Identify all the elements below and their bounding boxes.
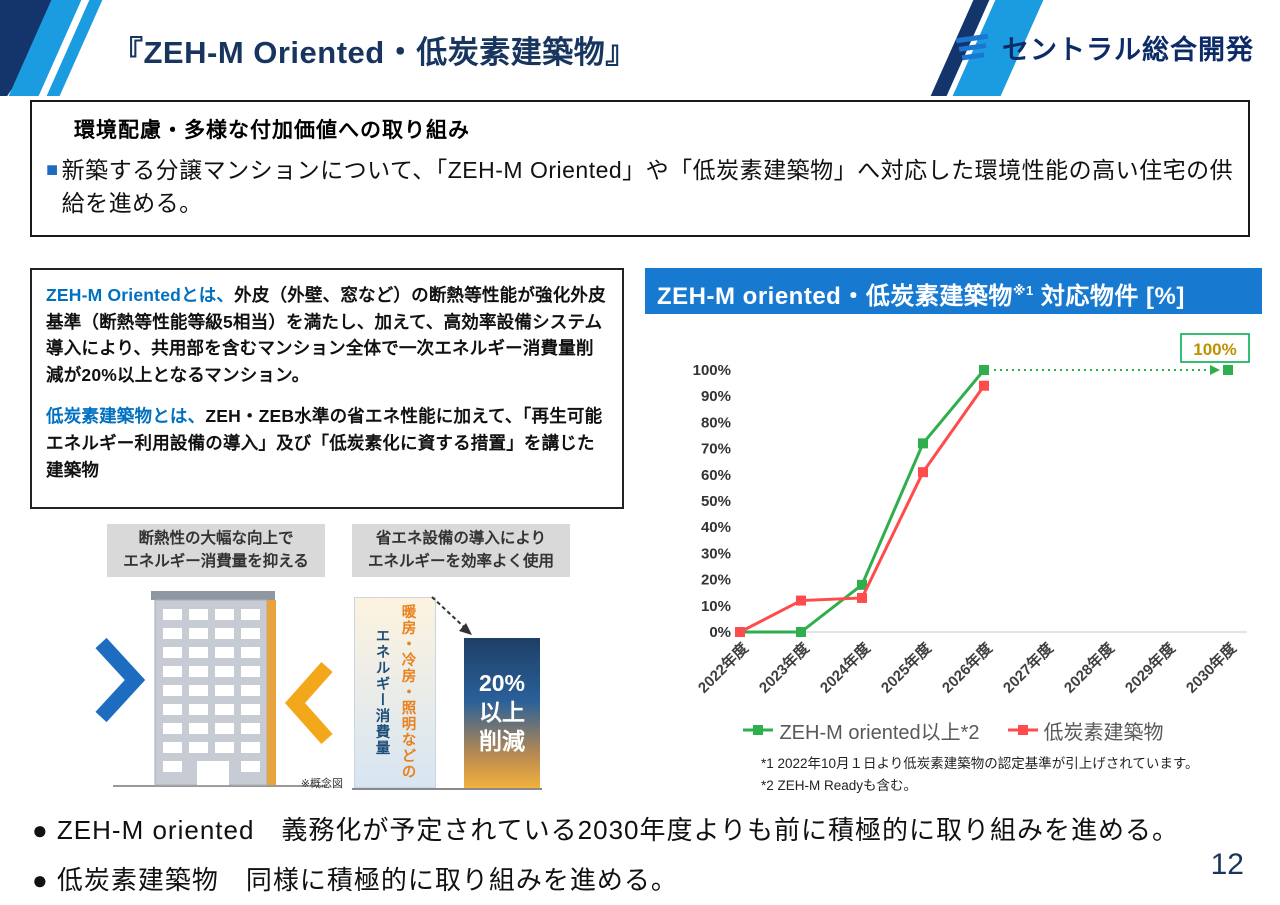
svg-text:20%: 20% bbox=[701, 572, 731, 589]
page-number: 12 bbox=[1210, 848, 1244, 881]
legend-marker-green-icon bbox=[743, 719, 774, 742]
concept-note: ※概念図 bbox=[300, 777, 343, 790]
line-chart: 0%10%20%30%40%50%60%70%80%90%100%2022年度 2… bbox=[693, 333, 1250, 697]
energy-bars: 暖房・冷房・照明などの エネルギー消費量 20% 以上 削減 bbox=[352, 585, 542, 803]
company-logo-icon bbox=[955, 33, 989, 60]
reduction-line: 20% bbox=[478, 670, 526, 697]
reduction-arrow-icon bbox=[431, 595, 472, 635]
svg-text:2025年度: 2025年度 bbox=[877, 638, 935, 696]
svg-text:70%: 70% bbox=[701, 441, 731, 458]
energy-consumption-bar: 暖房・冷房・照明などの エネルギー消費量 bbox=[354, 596, 436, 788]
legend-item-low-carbon: 低炭素建築物 bbox=[1007, 716, 1164, 745]
reduction-line: 削減 bbox=[479, 727, 525, 754]
conclusion-item: ● ZEH-M oriented 義務化が予定されている2030年度よりも前に積… bbox=[32, 815, 1179, 845]
conclusions: ● ZEH-M oriented 義務化が予定されている2030年度よりも前に積… bbox=[32, 810, 1179, 905]
chart-title-main: ZEH-M oriented・低炭素建築物 bbox=[657, 283, 1013, 310]
svg-text:2022年度: 2022年度 bbox=[694, 638, 752, 696]
svg-text:40%: 40% bbox=[701, 519, 731, 536]
svg-text:2027年度: 2027年度 bbox=[999, 638, 1057, 696]
svg-text:30%: 30% bbox=[701, 545, 731, 562]
legend-item-zehm: ZEH-M oriented以上*2 bbox=[743, 716, 980, 745]
svg-text:60%: 60% bbox=[701, 467, 731, 484]
baseline bbox=[352, 787, 542, 790]
building-canvas: ※概念図 bbox=[85, 585, 347, 803]
chart-footnotes: *1 2022年10月１日より低炭素建築物の認定基準が引上げされています。 *2… bbox=[645, 753, 1262, 798]
footnote-2: *2 ZEH-M Readyも含む。 bbox=[761, 778, 918, 794]
legend-label-low-carbon: 低炭素建築物 bbox=[1043, 722, 1164, 744]
chart-title-sup: ※1 bbox=[1012, 283, 1034, 298]
svg-text:0%: 0% bbox=[709, 624, 731, 641]
svg-text:90%: 90% bbox=[701, 388, 731, 405]
caption-line: 省エネ設備の導入により bbox=[375, 530, 547, 547]
reduction-bar: 20% 以上 削減 bbox=[464, 637, 540, 788]
svg-text:2029年度: 2029年度 bbox=[1121, 638, 1179, 696]
intro-box: 環境配慮・多様な付加価値への取り組み ■ 新築する分譲マンションについて、「ZE… bbox=[30, 100, 1250, 237]
chart-panel: ZEH-M oriented・低炭素建築物※1 対応物件 [%] 0% 10% 20… bbox=[645, 268, 1262, 798]
definition-low-carbon: 低炭素建築物とは、ZEH・ZEB水準の省エネ性能に加えて、「再生可能エネルギー利… bbox=[46, 403, 608, 483]
zehm-lead: ZEH-M Orientedとは、 bbox=[46, 285, 235, 305]
svg-text:2023年度: 2023年度 bbox=[755, 638, 813, 696]
svg-text:2030年度: 2030年度 bbox=[1182, 638, 1240, 696]
definition-zehm: ZEH-M Orientedとは、外皮（外壁、窓など）の断熱等性能が強化外皮基準… bbox=[46, 282, 608, 388]
legend-marker-red-icon bbox=[1007, 719, 1038, 742]
energy-bar-label: 暖房・冷房・照明などの bbox=[399, 604, 416, 780]
figure-insulation: 断熱性の大幅な向上で エネルギー消費量を抑える ※概念図 bbox=[85, 524, 347, 803]
figure-energy-caption: 省エネ設備の導入により エネルギーを効率よく使用 bbox=[352, 524, 571, 577]
company-logo-text: セントラル総合開発 bbox=[1002, 35, 1254, 65]
zehm-body: 外皮（外壁、窓など）の断熱等性能が強化外皮基準（断熱等性能等級5相当）を満たし、… bbox=[46, 285, 606, 385]
definitions-box: ZEH-M Orientedとは、外皮（外壁、窓など）の断熱等性能が強化外皮基準… bbox=[30, 268, 624, 509]
svg-text:2024年度: 2024年度 bbox=[816, 638, 874, 696]
header: 『ZEH-M Oriented・低炭素建築物』 セントラル総合開発 bbox=[0, 0, 1280, 96]
page-title: 『ZEH-M Oriented・低炭素建築物』 bbox=[112, 35, 637, 70]
chart-legend: ZEH-M oriented以上*2 低炭素建築物 bbox=[645, 716, 1262, 745]
energy-bar-label: エネルギー消費量 bbox=[373, 628, 390, 756]
svg-text:100%: 100% bbox=[693, 362, 731, 379]
svg-text:2028年度: 2028年度 bbox=[1060, 638, 1118, 696]
legend-label-zehm: ZEH-M oriented以上*2 bbox=[779, 722, 980, 744]
intro-heading: 環境配慮・多様な付加価値への取り組み bbox=[74, 119, 470, 142]
figure-insulation-caption: 断熱性の大幅な向上で エネルギー消費量を抑える bbox=[107, 524, 325, 577]
intro-bullet-text: 新築する分譲マンションについて、「ZEH-M Oriented」や「低炭素建築物… bbox=[61, 157, 1234, 217]
low-carbon-lead: 低炭素建築物とは、 bbox=[46, 406, 206, 427]
chart-title: ZEH-M oriented・低炭素建築物※1 対応物件 [%] bbox=[645, 268, 1262, 314]
svg-text:100%: 100% bbox=[1193, 340, 1236, 359]
footnote-1: *1 2022年10月１日より低炭素建築物の認定基準が引上げされています。 bbox=[761, 756, 1199, 771]
intro-bullet: ■ 新築する分譲マンションについて、「ZEH-M Oriented」や「低炭素建… bbox=[46, 154, 1234, 221]
building-illustration bbox=[95, 590, 333, 787]
caption-line: エネルギー消費量を抑える bbox=[123, 553, 309, 571]
svg-text:2026年度: 2026年度 bbox=[938, 638, 996, 696]
conclusion-item: ● 低炭素建築物 同様に積極的に取り組みを進める。 bbox=[32, 865, 678, 895]
svg-text:80%: 80% bbox=[701, 414, 731, 431]
figure-energy: 省エネ設備の導入により エネルギーを効率よく使用 暖房・冷房・照明などの エネル… bbox=[352, 524, 571, 803]
company-logo: セントラル総合開発 bbox=[954, 28, 1254, 67]
svg-text:10%: 10% bbox=[701, 598, 731, 615]
chart-title-tail: 対応物件 [%] bbox=[1033, 283, 1185, 310]
bullet-square-icon: ■ bbox=[46, 159, 59, 181]
caption-line: エネルギーを効率よく使用 bbox=[368, 553, 555, 571]
low-carbon-body: ZEH・ZEB水準の省エネ性能に加えて、「再生可能エネルギー利用設備の導入」及び… bbox=[46, 406, 603, 480]
reduction-line: 以上 bbox=[479, 699, 525, 726]
svg-text:50%: 50% bbox=[701, 493, 731, 510]
caption-line: 断熱性の大幅な向上で bbox=[138, 530, 294, 547]
